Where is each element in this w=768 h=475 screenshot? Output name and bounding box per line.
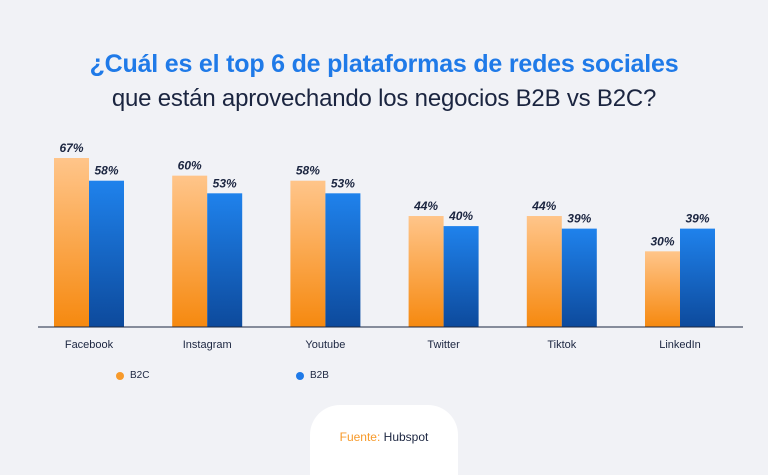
legend-label-b2c: B2C bbox=[130, 370, 150, 381]
category-label-facebook: Facebook bbox=[65, 339, 114, 351]
legend-item-b2b: B2B bbox=[296, 370, 329, 381]
bar-b2c-youtube bbox=[290, 180, 326, 327]
bar-b2b-instagram bbox=[207, 193, 243, 327]
category-label-tiktok: Tiktok bbox=[547, 339, 576, 351]
category-label-youtube: Youtube bbox=[305, 339, 345, 351]
data-label-b2b-linkedin: 39% bbox=[685, 212, 709, 226]
category-label-linkedin: LinkedIn bbox=[659, 339, 701, 351]
data-label-b2c-facebook: 67% bbox=[59, 141, 83, 155]
data-label-b2c-linkedin: 30% bbox=[650, 234, 674, 248]
legend-label-b2b: B2B bbox=[310, 370, 329, 381]
bar-b2c-tiktok bbox=[526, 216, 562, 327]
chart-title-line2: que están aprovechando los negocios B2B … bbox=[111, 85, 657, 112]
data-label-b2b-facebook: 58% bbox=[94, 164, 118, 178]
bar-b2b-tiktok bbox=[561, 228, 597, 327]
data-label-b2b-instagram: 53% bbox=[213, 176, 237, 190]
bar-b2c-facebook bbox=[54, 158, 89, 327]
legend-swatch-b2b bbox=[296, 371, 304, 380]
bar-b2c-twitter bbox=[408, 216, 444, 327]
bar-chart: 67% 58% 60% 53% 58% 53% 44% 40% 44% 39% 30% 39% Fac… bbox=[38, 141, 743, 351]
legend-swatch-b2c bbox=[116, 371, 124, 380]
data-label-b2c-youtube: 58% bbox=[296, 164, 320, 178]
data-label-b2b-youtube: 53% bbox=[331, 176, 355, 190]
source-note: Fuente: Hubspot bbox=[310, 430, 458, 444]
data-label-b2c-tiktok: 44% bbox=[531, 199, 556, 213]
bar-b2c-instagram bbox=[172, 175, 208, 327]
chart-title-line1: ¿Cuál es el top 6 de plataformas de rede… bbox=[89, 50, 679, 78]
category-label-instagram: Instagram bbox=[183, 339, 232, 351]
data-label-b2b-twitter: 40% bbox=[448, 209, 473, 223]
data-label-b2c-twitter: 44% bbox=[413, 199, 438, 213]
bar-b2b-linkedin bbox=[680, 228, 715, 327]
category-label-twitter: Twitter bbox=[427, 339, 460, 351]
bar-b2b-youtube bbox=[325, 193, 361, 327]
data-label-b2b-tiktok: 39% bbox=[567, 212, 591, 226]
data-label-b2c-instagram: 60% bbox=[178, 159, 202, 173]
source-value: Hubspot bbox=[383, 430, 429, 444]
legend-item-b2c: B2C bbox=[116, 370, 149, 381]
bar-b2c-linkedin bbox=[645, 251, 680, 327]
bar-b2b-twitter bbox=[443, 226, 479, 327]
bar-b2b-facebook bbox=[89, 180, 124, 327]
source-key: Fuente: bbox=[339, 430, 381, 444]
